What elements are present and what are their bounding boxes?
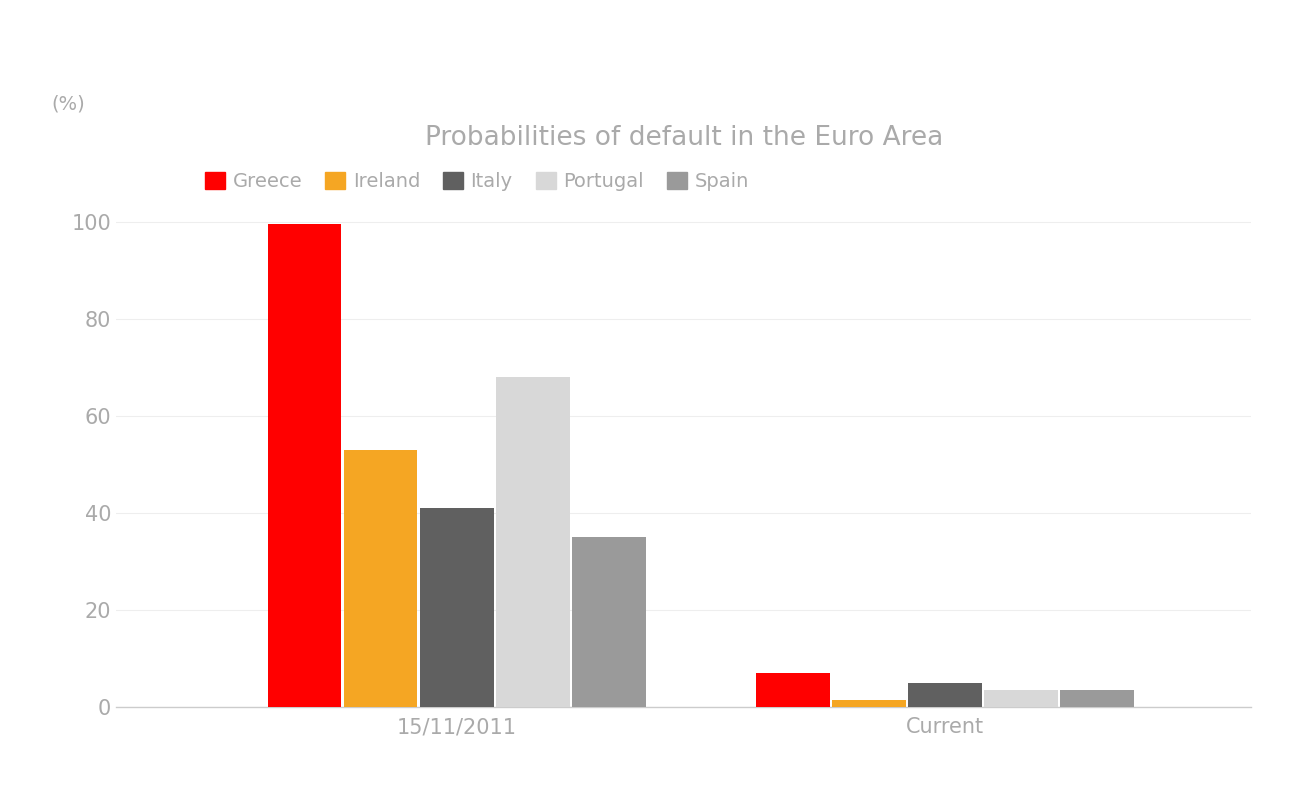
Bar [756,674,829,707]
Bar [343,450,418,707]
Bar [908,683,982,707]
Bar [832,700,906,707]
Bar [495,377,570,707]
Bar [1060,690,1134,707]
Text: (%): (%) [52,94,85,113]
Bar [984,690,1058,707]
Legend: Greece, Ireland, Italy, Portugal, Spain: Greece, Ireland, Italy, Portugal, Spain [205,172,749,191]
Title: Probabilities of default in the Euro Area: Probabilities of default in the Euro Are… [424,125,943,151]
Bar [267,224,342,707]
Bar [571,538,646,707]
Bar [419,509,494,707]
